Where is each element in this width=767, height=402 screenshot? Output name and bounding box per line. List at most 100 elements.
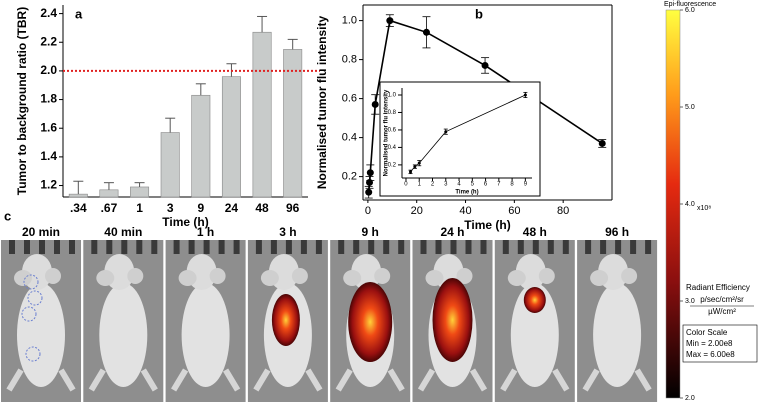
x-axis-label: Time (h) [464, 218, 510, 232]
fluorescence-signal [271, 294, 300, 346]
mouse-ear [127, 268, 144, 284]
image-clip [398, 240, 405, 254]
image-clip [106, 240, 113, 254]
colorbar-title: Epi-fluorescence [664, 1, 716, 8]
panel-label: c [4, 208, 11, 223]
mouse-leg [6, 368, 76, 392]
x-tick-label: 48 [255, 201, 269, 215]
image-clip [502, 240, 509, 254]
colorbar-unit-denominator: µW/cm² [708, 307, 736, 316]
mouse-body [181, 283, 230, 387]
error-bar [134, 182, 145, 187]
image-clip [450, 240, 457, 254]
x-tick-label: .67 [101, 201, 118, 215]
mouse-leg [171, 368, 241, 392]
colorbar-exponent: x10⁸ [697, 205, 711, 212]
data-point [422, 28, 430, 36]
colorbar-tick-label: 2.0 [685, 395, 695, 402]
image-clip [136, 240, 143, 254]
data-point [598, 139, 606, 147]
data-point [366, 178, 374, 186]
y-tick-label: 2.2 [40, 34, 57, 48]
x-tick-label: 3 [444, 182, 448, 188]
error-bar [257, 15, 268, 33]
y-tick-label: 1.0 [388, 93, 397, 99]
frame-label: 3 h [279, 225, 296, 239]
frame-label: 1 h [197, 225, 214, 239]
image-clip [188, 240, 195, 254]
frame-label: 40 min [104, 225, 142, 239]
mouse-leg [417, 368, 488, 392]
frame-label: 24 h [440, 225, 464, 239]
image-clip [600, 240, 607, 254]
frame-label: 20 min [22, 225, 60, 239]
y-tick-label: 0.2 [388, 162, 397, 168]
image-clip [532, 240, 539, 254]
y-tick-label: 0.8 [342, 54, 357, 66]
mouse-body [510, 283, 559, 387]
panel-label: b [475, 6, 483, 21]
fluorescence-signal [348, 282, 393, 362]
mouse-ear [538, 268, 555, 284]
fluorescence-signal [432, 278, 473, 362]
frame-label: 9 h [362, 225, 379, 239]
image-clip [368, 240, 375, 254]
mouse-ear [178, 270, 197, 286]
image-clip [151, 240, 158, 254]
x-tick-label: 96 [286, 201, 300, 215]
y-tick-label: 0.2 [342, 171, 357, 183]
data-point [413, 165, 417, 169]
roi-circle [21, 306, 37, 322]
error-bar [73, 180, 84, 195]
image-clip [9, 240, 15, 254]
image-clip [435, 240, 442, 254]
image-clip [615, 240, 622, 254]
frame-label: 96 h [605, 225, 629, 239]
x-tick-label: 4 [457, 182, 461, 188]
colorbar-quantity: Radiant Efficiency [686, 283, 750, 292]
colorbar-tick-label: 5.0 [685, 104, 695, 111]
image-clip [91, 240, 98, 254]
y-tick-label: 1.6 [40, 120, 57, 134]
mouse-ear [590, 270, 609, 286]
y-tick-label: 0.6 [388, 128, 397, 134]
image-clip [585, 240, 592, 254]
scale-max: Max = 6.00e8 [686, 350, 735, 359]
x-tick-label: 3 [167, 201, 174, 215]
colorbar-tick-label: 4.0 [685, 201, 695, 208]
y-tick-label: 0.4 [342, 132, 357, 144]
data-point [371, 100, 379, 108]
y-tick-label: 1.0 [342, 15, 357, 27]
colorbar-unit-numerator: p/sec/cm²/sr [700, 295, 744, 304]
image-clip [383, 240, 390, 254]
x-tick-label: .34 [70, 201, 87, 215]
mouse-ear [260, 270, 279, 286]
image-clip [69, 240, 75, 254]
image-clip [353, 240, 360, 254]
data-point [365, 188, 373, 196]
mouse-leg [582, 368, 652, 392]
bar [99, 189, 119, 198]
x-tick-label: 9 [197, 201, 204, 215]
mouse-ear [209, 268, 226, 284]
x-axis-label: Time (h) [162, 215, 208, 229]
colorbar [665, 9, 681, 399]
x-tick-label: 24 [225, 201, 239, 215]
x-tick-label: 60 [508, 205, 520, 217]
frame-label: 48 h [523, 225, 547, 239]
image-clip [517, 240, 524, 254]
y-tick-label: 1.8 [40, 92, 57, 106]
image-clip [480, 240, 487, 254]
x-tick-label: 1 [136, 201, 143, 215]
x-tick-label: 6 [484, 182, 488, 188]
error-bar [287, 38, 298, 50]
scale-min: Min = 2.00e8 [686, 339, 733, 348]
mouse-body [99, 283, 148, 387]
image-clip [420, 240, 427, 254]
mouse-ear [14, 270, 32, 286]
mouse-ear [621, 268, 638, 284]
data-point [417, 161, 421, 165]
scale-title: Color Scale [686, 328, 728, 337]
y-tick-label: 2.0 [40, 63, 57, 77]
mouse-leg [253, 368, 323, 392]
